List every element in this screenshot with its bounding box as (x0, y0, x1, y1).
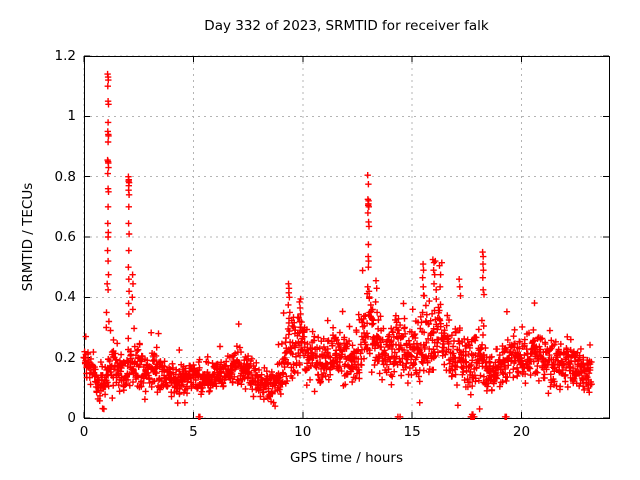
y-tick-label: 0.2 (54, 349, 76, 366)
scatter-points (80, 70, 595, 420)
x-tick-label: 5 (189, 424, 198, 440)
x-tick-label: 10 (294, 424, 312, 440)
y-tick-label: 1.2 (54, 48, 76, 64)
y-tick-label: 0.8 (54, 168, 76, 185)
x-tick-label: 15 (403, 424, 421, 440)
axis-tick-marks (83, 55, 609, 419)
y-tick-label: 0.6 (54, 229, 76, 245)
y-tick-label: 0 (67, 410, 76, 426)
y-tick-label: 0.4 (54, 289, 76, 306)
chart-title: Day 332 of 2023, SRMTID for receiver fal… (204, 18, 489, 34)
x-tick-label: 0 (79, 424, 89, 440)
x-axis-title: GPS time / hours (289, 450, 404, 466)
x-tick-label: 20 (512, 424, 531, 440)
y-tick-label: 1 (67, 108, 76, 125)
plot-border (84, 56, 610, 419)
